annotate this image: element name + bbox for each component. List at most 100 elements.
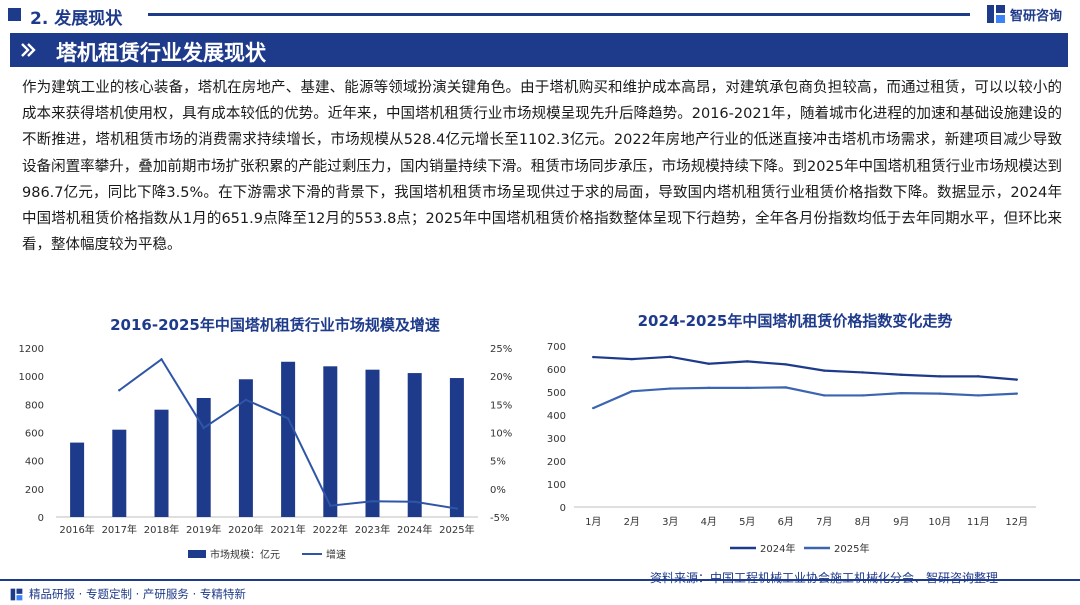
chart1-title: 2016-2025年中国塔机租赁行业市场规模及增速: [110, 316, 440, 334]
x-tick-label: 3月: [662, 516, 678, 528]
bar-market-size: [365, 369, 380, 517]
x-tick-label: 2020年: [228, 523, 263, 536]
bar-market-size: [70, 442, 85, 517]
logo-text: 智研咨询: [1010, 8, 1063, 24]
footer-text: 精品研报 · 专题定制 · 产研服务 · 专精特新: [29, 587, 246, 601]
bar-market-size: [281, 361, 296, 517]
y-left-tick-label: 800: [25, 400, 44, 411]
x-tick-label: 4月: [701, 516, 717, 528]
x-tick-label: 6月: [778, 516, 794, 528]
growth-rate-point: [244, 398, 248, 402]
x-tick-label: 2023年: [355, 523, 390, 536]
x-tick-label: 2017年: [102, 523, 137, 536]
point-2025: [977, 394, 980, 397]
footer-divider: [0, 579, 1080, 581]
x-tick-label: 11月: [967, 516, 990, 528]
source-note: 资料来源：中国工程机械工业协会施工机械化分会、智研咨询整理: [650, 571, 999, 585]
x-tick-label: 8月: [855, 516, 871, 528]
y-right-tick-label: 5%: [490, 457, 506, 468]
y-right-tick-label: 20%: [490, 372, 512, 383]
y-right-tick-label: 10%: [490, 429, 512, 440]
legend-label: 2024年: [760, 542, 795, 555]
growth-rate-point: [118, 389, 121, 392]
point-2024: [784, 363, 787, 366]
y-tick-label: 400: [547, 411, 566, 422]
x-tick-label: 2025年: [439, 523, 474, 536]
y-right-tick-label: -5%: [490, 513, 509, 524]
point-2024: [938, 375, 941, 378]
bar-market-size: [407, 373, 422, 517]
y-tick-label: 700: [547, 342, 566, 353]
bar-market-size: [238, 379, 253, 517]
chart2-title: 2024-2025年中国塔机租赁价格指数变化走势: [637, 312, 953, 330]
point-2024: [592, 355, 595, 359]
x-tick-label: 5月: [739, 516, 755, 528]
point-2024: [900, 373, 903, 376]
x-tick-label: 2024年: [397, 523, 432, 536]
y-right-tick-label: 0%: [490, 485, 506, 496]
title-banner: 塔机租赁行业发展现状: [10, 33, 1068, 67]
x-tick-label: 9月: [893, 516, 909, 528]
growth-rate-point: [455, 507, 459, 510]
logo-icon: [987, 5, 1005, 23]
legend-swatch-bar: [188, 550, 206, 558]
y-right-tick-label: 15%: [490, 400, 512, 411]
double-chevron-icon: [21, 43, 36, 57]
point-2025: [1015, 392, 1018, 395]
section-title: 2. 发展现状: [30, 9, 123, 29]
point-2024: [746, 360, 749, 363]
line-2025: [592, 386, 1017, 410]
price-index-chart: 0 100 200 300 400 500 600 700 1月 2月 3月 4月 5月 6月 7月 8月 9月…: [547, 342, 1036, 555]
point-2024: [977, 375, 980, 378]
point-2025: [630, 390, 633, 393]
point-2025: [823, 394, 826, 397]
point-2025: [707, 386, 710, 390]
x-tick-label: 2022年: [313, 523, 348, 536]
brand-logo: 智研咨询: [986, 4, 1062, 24]
y-left-tick-label: 0: [38, 513, 44, 524]
x-tick-label: 2016年: [59, 523, 94, 536]
y-right-tick-label: 25%: [490, 344, 512, 355]
growth-rate-point: [329, 504, 332, 507]
bar-market-size: [196, 397, 211, 517]
x-tick-label: 10月: [928, 516, 951, 528]
line-2024: [593, 355, 1017, 381]
point-2024: [669, 355, 672, 359]
banner-title: 塔机租赁行业发展现状: [56, 41, 266, 65]
legend-label: 2025年: [834, 542, 869, 555]
x-tick-label: 2月: [624, 516, 640, 528]
y-tick-label: 100: [547, 480, 566, 491]
x-tick-label: 1月: [585, 516, 601, 528]
bar-market-size: [112, 429, 127, 517]
point-2024: [861, 371, 864, 374]
growth-rate-point: [286, 417, 290, 420]
x-tick-label: 12月: [1005, 516, 1028, 528]
y-left-tick-label: 600: [25, 429, 44, 440]
body-paragraph: 作为建筑工业的核心装备，塔机在房地产、基建、能源等领域扮演关键角色。由于塔机购买…: [22, 80, 1062, 254]
point-2024: [707, 362, 710, 365]
market-size-chart: 0 200 400 600 800 1000 1200 -5% 0% 5% 10% 15% 20% 25%…: [19, 344, 513, 561]
y-tick-label: 600: [547, 365, 566, 376]
y-left-tick-label: 200: [25, 485, 44, 496]
y-tick-label: 200: [547, 457, 566, 468]
y-left-tick-label: 1200: [19, 344, 44, 355]
point-2024: [823, 369, 826, 372]
point-2024: [1015, 378, 1018, 381]
bar-market-size: [449, 378, 464, 517]
bar-market-size: [154, 409, 169, 517]
x-tick-label: 2018年: [144, 523, 179, 536]
legend-label: 增速: [326, 548, 346, 561]
legend-label: 市场规模：亿元: [210, 548, 280, 561]
x-tick-label: 2019年: [186, 523, 221, 536]
bar-market-size: [323, 366, 338, 517]
growth-rate-point: [413, 500, 416, 503]
growth-rate-point: [160, 358, 163, 361]
point-2024: [630, 357, 633, 361]
point-2025: [669, 387, 672, 390]
point-2025: [784, 386, 787, 389]
section-divider: [148, 13, 970, 16]
growth-rate-point: [202, 426, 205, 430]
y-tick-label: 500: [547, 388, 566, 399]
point-2025: [746, 386, 749, 390]
point-2025: [938, 392, 941, 395]
